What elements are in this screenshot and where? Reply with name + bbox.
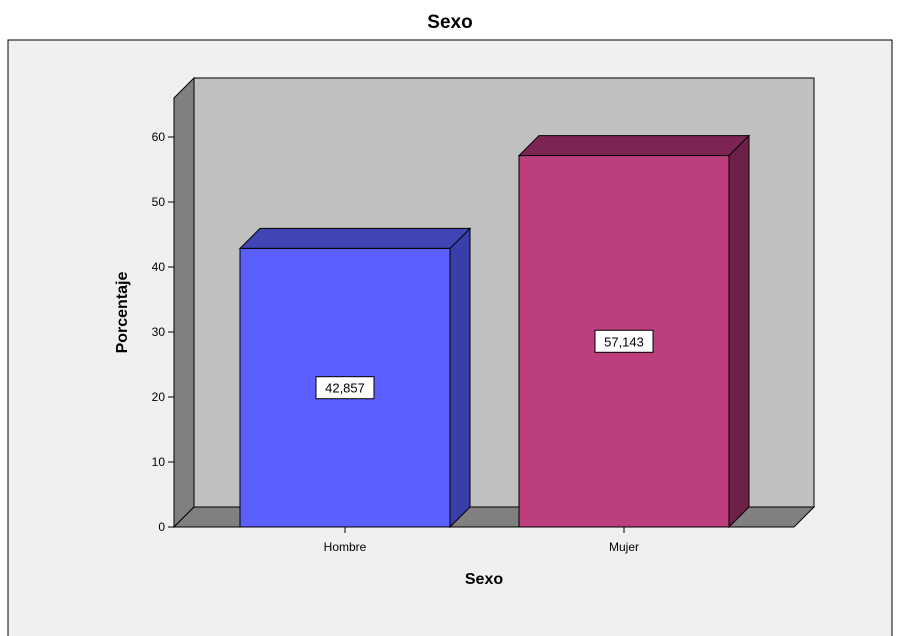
- y-tick-label: 40: [152, 260, 166, 274]
- bar-side: [728, 134, 750, 529]
- y-tick-label: 20: [152, 390, 166, 404]
- y-tick-label: 50: [152, 195, 166, 209]
- y-axis-title: Porcentaje: [114, 271, 131, 353]
- y-tick-label: 60: [152, 130, 166, 144]
- data-label-box: [594, 329, 654, 353]
- bar-top: [517, 135, 751, 157]
- bar-top: [238, 227, 472, 249]
- side-wall: [173, 76, 195, 529]
- data-label: 42,857: [325, 381, 365, 396]
- y-tick-label: 30: [152, 325, 166, 339]
- y-tick-label: 0: [158, 520, 165, 534]
- x-tick-label: Mujer: [609, 540, 639, 554]
- y-tick-label: 10: [152, 455, 166, 469]
- data-label-box: [315, 376, 375, 400]
- data-label: 57,143: [604, 334, 644, 349]
- bar-side: [449, 227, 471, 529]
- x-tick-label: Hombre: [324, 540, 367, 554]
- chart-title: Sexo: [427, 12, 473, 33]
- x-axis-title: Sexo: [465, 571, 503, 588]
